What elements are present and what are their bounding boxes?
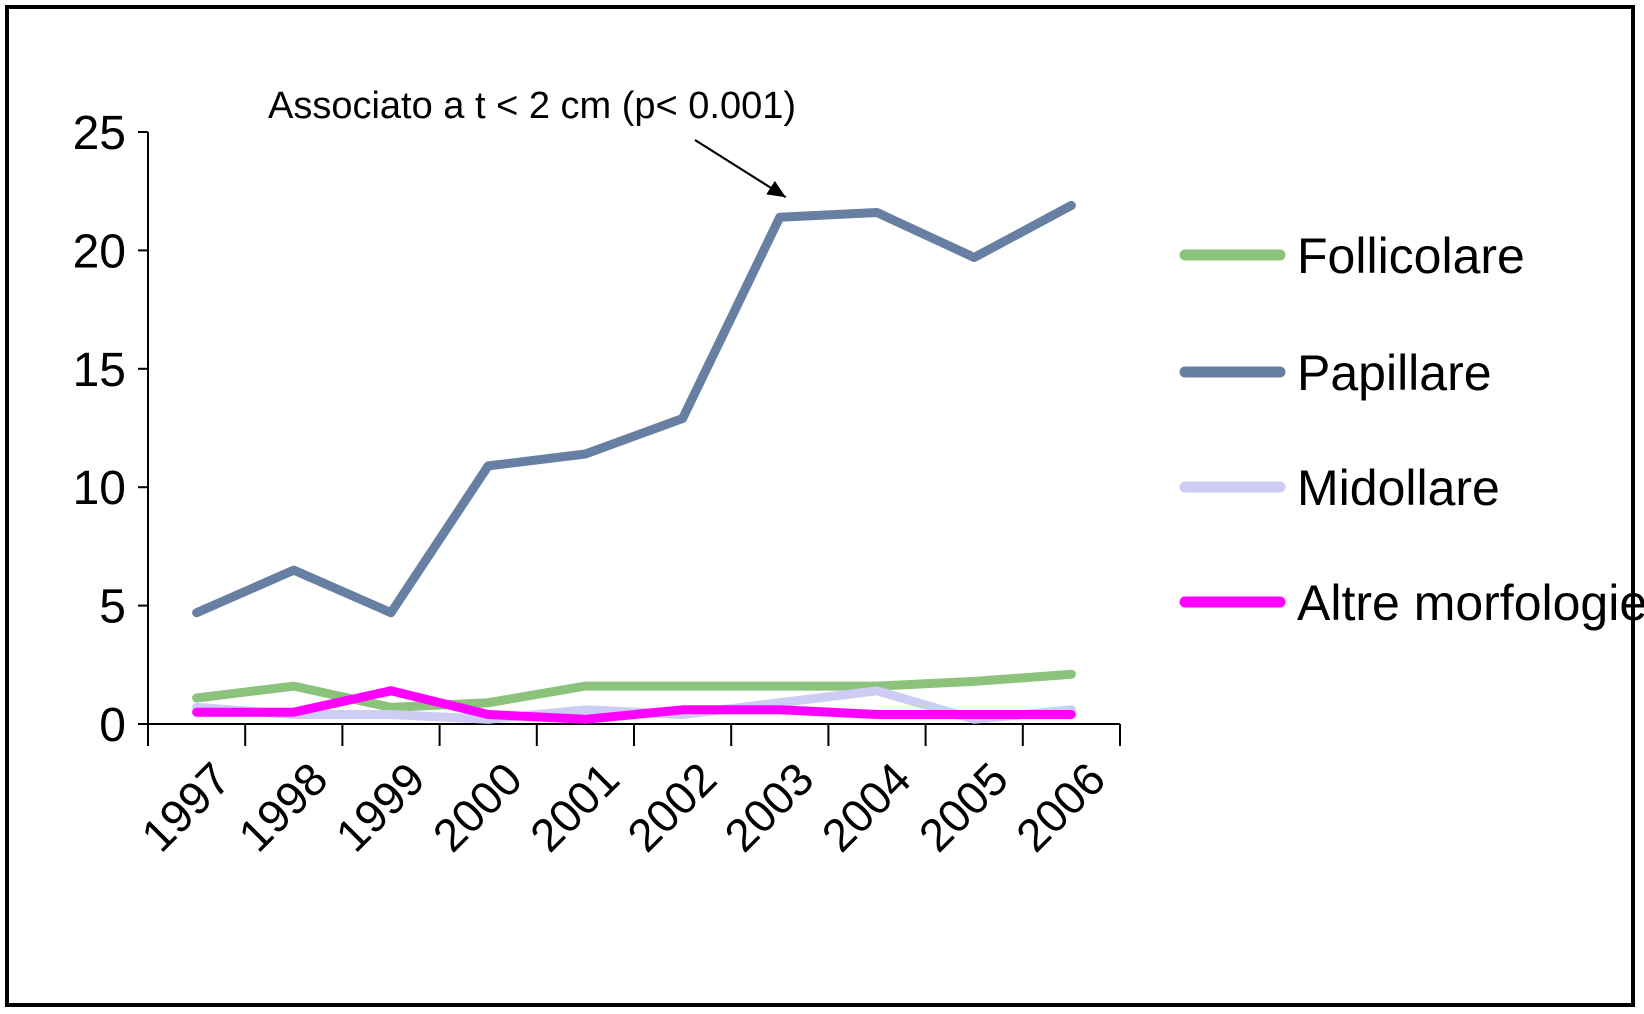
y-tick-label: 10 [73, 462, 126, 515]
annotation-arrow-head [766, 180, 786, 198]
y-tick-label: 25 [73, 107, 126, 160]
x-tick-label: 2000 [423, 752, 532, 861]
chart-frame [5, 5, 1635, 1007]
y-tick-label: 5 [99, 581, 126, 634]
y-tick-label: 20 [73, 225, 126, 278]
legend-label: Papillare [1297, 345, 1492, 401]
x-tick-label: 1998 [228, 752, 337, 861]
annotation-text: Associato a t < 2 cm (p< 0.001) [268, 85, 796, 127]
x-tick-label: 2005 [909, 752, 1018, 861]
x-tick-label: 2004 [812, 752, 921, 861]
series-layer [192, 200, 1076, 724]
y-tick-label: 15 [73, 344, 126, 397]
series-line-papillare [192, 200, 1076, 618]
x-tick-label: 2002 [617, 752, 726, 861]
legend-label: Midollare [1297, 460, 1500, 516]
legend-label: Follicolare [1297, 228, 1525, 284]
legend-label: Altre morfologie [1297, 575, 1644, 631]
y-tick-label: 0 [99, 699, 126, 752]
series-line-altre-morfologie [192, 686, 1076, 724]
axes: 0510152025199719981999200020012002200320… [73, 107, 1121, 861]
legend: Follicolare Papillare Midollare Altre morfo… [1179, 228, 1644, 631]
annotation: Associato a t < 2 cm (p< 0.001) [268, 85, 796, 199]
x-tick-label: 1999 [326, 752, 435, 861]
x-tick-label: 1997 [131, 752, 240, 861]
x-tick-label: 2001 [520, 752, 629, 861]
series-line-follicolare [192, 669, 1076, 712]
x-tick-label: 2006 [1006, 752, 1115, 861]
x-tick-label: 2003 [714, 752, 823, 861]
